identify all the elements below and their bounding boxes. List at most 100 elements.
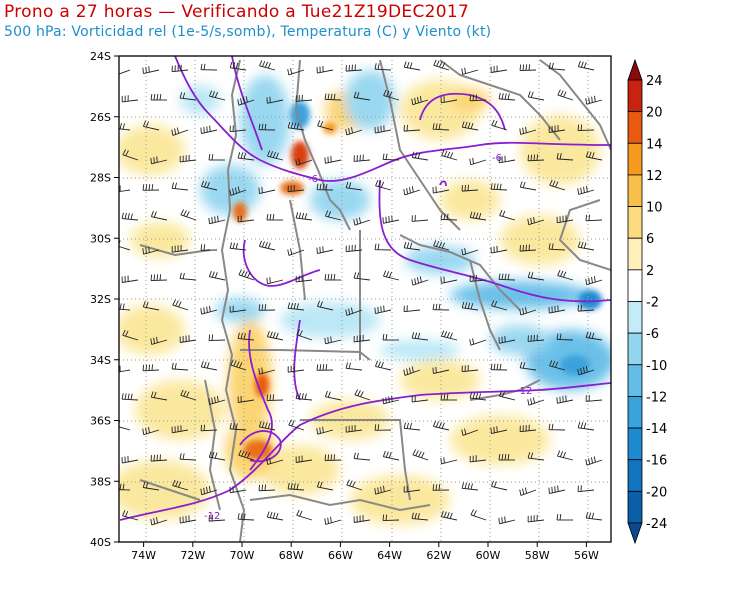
wind-barb xyxy=(374,485,392,495)
lon-tick-label: 72W xyxy=(180,549,205,562)
wind-barb xyxy=(119,303,131,311)
wind-barb xyxy=(490,245,508,254)
wind-barb xyxy=(209,90,226,101)
wind-barb xyxy=(499,390,516,401)
wind-barb xyxy=(295,392,313,401)
colorbar-label: -6 xyxy=(646,327,659,342)
wind-barb xyxy=(237,152,255,161)
lon-tick-label: 66W xyxy=(328,549,353,562)
wind-barb xyxy=(171,182,189,191)
wind-barb xyxy=(585,214,603,222)
grid-lines xyxy=(119,56,611,542)
wind-barb xyxy=(171,244,189,253)
wind-barb xyxy=(179,335,197,343)
wind-barb xyxy=(171,362,189,371)
wind-barb xyxy=(527,271,545,281)
wind-barb xyxy=(316,426,334,435)
wind-barb xyxy=(295,158,313,166)
wind-barb xyxy=(469,157,487,166)
wind-barb xyxy=(266,213,283,221)
wind-barb xyxy=(208,451,226,461)
chart-subtitle: 500 hPa: Vorticidad rel (1e-5/s,somb), T… xyxy=(4,24,492,40)
wind-barb xyxy=(440,510,458,521)
wind-barb xyxy=(556,333,574,341)
wind-barb xyxy=(237,96,255,106)
colorbar-label: -16 xyxy=(646,454,667,469)
wind-barb xyxy=(577,421,595,431)
wind-barb xyxy=(316,481,334,491)
wind-barb xyxy=(324,390,342,401)
wind-barb xyxy=(440,213,458,221)
wind-barb xyxy=(577,485,595,493)
wind-barb xyxy=(237,215,255,223)
wind-barb xyxy=(556,395,574,404)
wind-barb xyxy=(353,452,371,461)
wind-barb xyxy=(403,485,421,493)
wind-barb xyxy=(345,181,363,191)
wind-barb xyxy=(121,95,139,103)
wind-barb xyxy=(122,149,139,161)
colorbar-swatch xyxy=(627,459,643,492)
wind-barb xyxy=(229,125,247,133)
wind-barb xyxy=(180,209,197,221)
wind-barb xyxy=(150,391,168,401)
wind-barb xyxy=(469,392,487,401)
wind-barb xyxy=(411,512,429,521)
wind-barb xyxy=(208,153,225,161)
wind-barb xyxy=(150,454,168,462)
wind-barb xyxy=(432,186,450,194)
colorbar-swatch xyxy=(627,206,643,239)
wind-barb xyxy=(200,63,218,71)
wind-barb xyxy=(470,509,487,521)
wind-barb xyxy=(237,332,255,341)
wind-barb xyxy=(295,455,313,463)
colorbar-label: 14 xyxy=(646,137,663,152)
wind-barb xyxy=(382,333,399,341)
contour-label: -6 xyxy=(492,153,502,164)
wind-barb xyxy=(382,514,400,522)
wind-barb xyxy=(119,123,131,131)
vorticity-strong xyxy=(233,101,602,460)
wind-barb xyxy=(548,62,566,71)
wind-barb xyxy=(585,512,603,521)
wind-barb xyxy=(461,67,479,75)
wind-barb xyxy=(287,68,305,76)
colorbar-top-arrow xyxy=(627,58,643,81)
wind-barb xyxy=(411,332,429,341)
wind-barb xyxy=(121,212,139,221)
wind-barb xyxy=(266,457,284,465)
temperature-contours xyxy=(119,56,611,521)
wind-barb xyxy=(345,362,363,371)
wind-barb xyxy=(119,483,131,491)
wind-barb xyxy=(527,397,545,406)
wind-barb xyxy=(403,186,421,196)
wind-barb xyxy=(491,119,508,131)
wind-barb xyxy=(316,300,334,311)
wind-barb xyxy=(527,452,545,461)
wind-barbs xyxy=(119,59,603,526)
wind-barb xyxy=(208,270,226,281)
wind-barb xyxy=(150,93,167,101)
wind-barb xyxy=(119,69,131,75)
wind-barb xyxy=(171,127,189,136)
wind-barb xyxy=(345,64,363,72)
wind-barb xyxy=(441,149,458,161)
wind-barb xyxy=(519,307,537,316)
colorbar-swatch xyxy=(627,269,643,302)
wind-barb xyxy=(150,210,168,221)
wind-barb xyxy=(557,89,574,101)
colorbar-label: -14 xyxy=(646,422,667,437)
colorbar-swatch xyxy=(627,301,643,334)
wind-barb xyxy=(519,424,537,433)
wind-barb xyxy=(287,248,305,256)
wind-barb xyxy=(119,240,131,251)
wind-barb xyxy=(577,60,595,71)
wind-barb xyxy=(548,125,566,133)
wind-barb xyxy=(258,123,276,131)
lat-tick-label: 28S xyxy=(90,172,111,185)
wind-barb xyxy=(237,396,255,403)
wind-barb xyxy=(440,276,458,284)
wind-barb xyxy=(229,242,247,251)
wind-barb xyxy=(519,64,537,72)
